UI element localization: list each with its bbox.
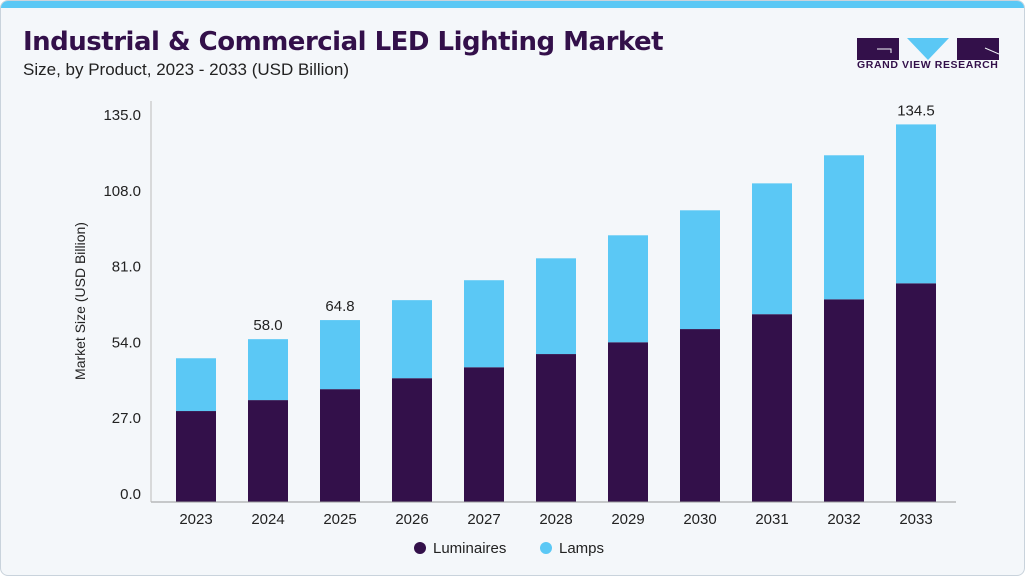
x-tick-label: 2028 [539,511,572,528]
grand-view-research-logo [857,38,999,60]
bar-lamps-2023 [176,358,216,412]
legend-marker-lamps [540,542,552,554]
x-tick-label: 2025 [323,511,356,528]
bar-luminaires-2023 [176,411,216,502]
legend-label-lamps: Lamps [559,540,604,557]
bar-luminaires-2028 [536,354,576,502]
bar-luminaires-2029 [608,342,648,502]
x-tick-label: 2026 [395,511,428,528]
y-tick-label: 135.0 [103,107,141,124]
bar-lamps-2027 [464,280,504,368]
x-tick-label: 2030 [683,511,716,528]
x-tick-label: 2024 [251,511,284,528]
legend-label-luminaires: Luminaires [433,540,506,557]
bar-luminaires-2024 [248,400,288,502]
legend-marker-luminaires [414,542,426,554]
chart-subtitle: Size, by Product, 2023 - 2033 (USD Billi… [23,60,349,79]
x-tick-label: 2033 [899,511,932,528]
bar-luminaires-2031 [752,314,792,502]
y-axis-title: Market Size (USD Billion) [72,222,88,380]
x-tick-label: 2027 [467,511,500,528]
bar-luminaires-2032 [824,299,864,502]
bar-lamps-2030 [680,210,720,330]
logo-text: GRAND VIEW RESEARCH [857,59,999,71]
bar-lamps-2029 [608,235,648,343]
accent-bar [1,1,1024,8]
y-tick-label: 27.0 [112,410,141,427]
bar-lamps-2026 [392,300,432,379]
y-tick-label: 0.0 [120,486,141,503]
bar-luminaires-2030 [680,329,720,502]
y-tick-label: 54.0 [112,334,141,351]
bar-lamps-2025 [320,320,360,390]
data-label-2024: 58.0 [253,317,282,334]
data-label-2033: 134.5 [897,102,935,119]
bar-luminaires-2025 [320,389,360,502]
bar-luminaires-2026 [392,378,432,502]
y-tick-label: 108.0 [103,183,141,200]
x-tick-label: 2023 [179,511,212,528]
x-tick-label: 2029 [611,511,644,528]
bar-lamps-2024 [248,339,288,401]
bar-lamps-2031 [752,183,792,315]
chart-title: Industrial & Commercial LED Lighting Mar… [23,27,664,57]
legend: Luminaires Lamps [414,540,604,557]
bar-luminaires-2027 [464,367,504,502]
bar-lamps-2032 [824,155,864,300]
data-label-2025: 64.8 [325,298,354,315]
bar-lamps-2028 [536,258,576,355]
x-tick-label: 2032 [827,511,860,528]
x-tick-label: 2031 [755,511,788,528]
bar-lamps-2033 [896,124,936,284]
y-tick-label: 81.0 [112,259,141,276]
bar-luminaires-2033 [896,283,936,502]
